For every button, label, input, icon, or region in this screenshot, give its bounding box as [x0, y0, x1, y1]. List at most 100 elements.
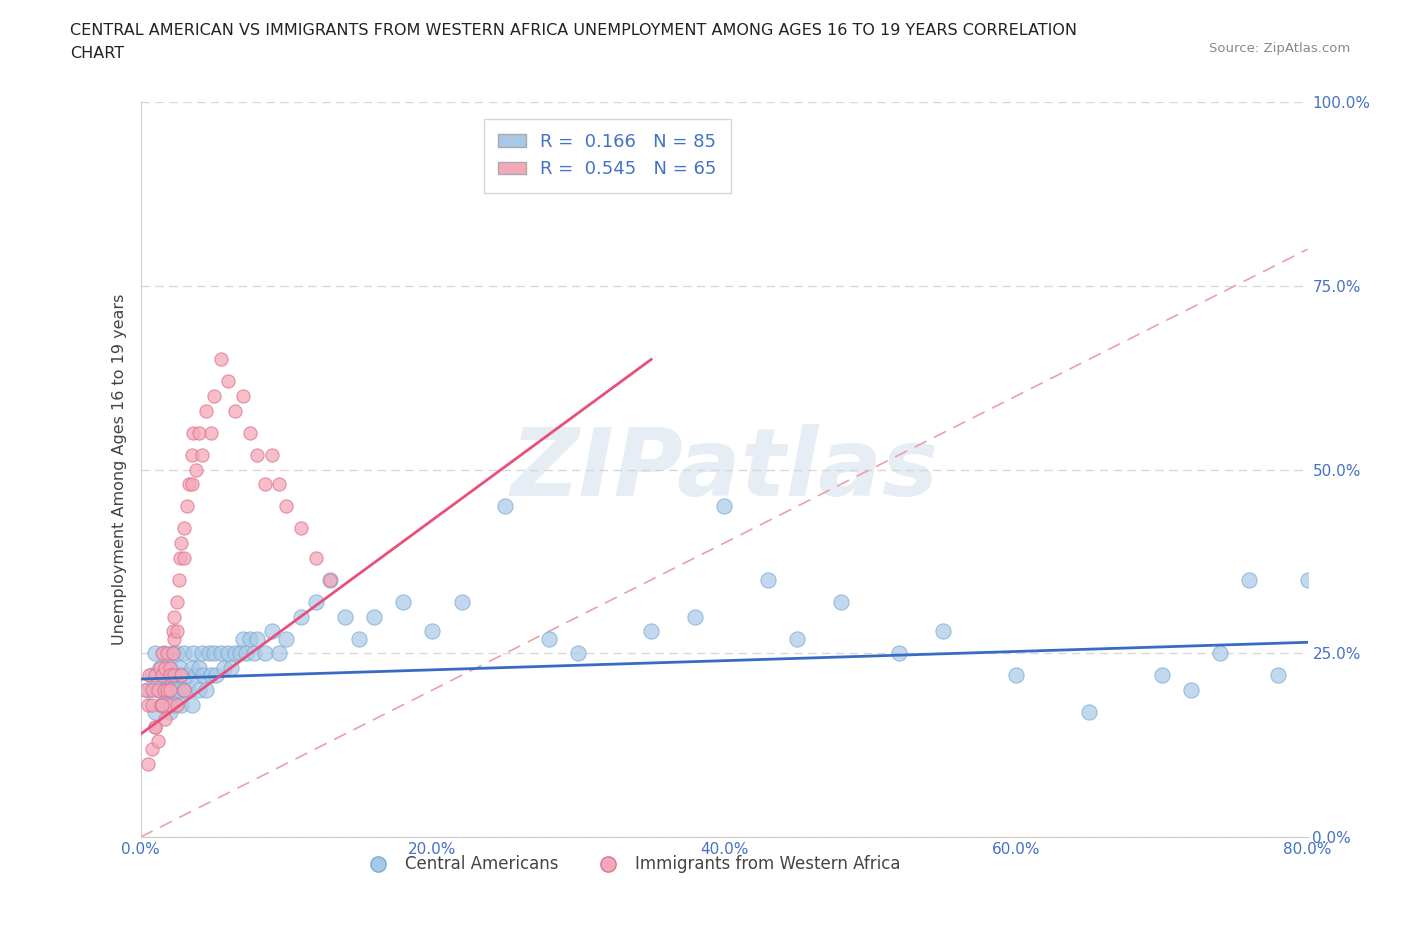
Point — [177, 477, 200, 492]
Point — [235, 646, 257, 661]
Point — [253, 646, 276, 661]
Point — [153, 646, 176, 661]
Text: Source: ZipAtlas.com: Source: ZipAtlas.com — [1209, 42, 1350, 55]
Point — [162, 624, 184, 639]
Point — [188, 683, 211, 698]
Point — [143, 646, 166, 661]
Point — [246, 631, 269, 646]
Point — [141, 698, 163, 712]
Point — [195, 683, 218, 698]
Point — [200, 426, 222, 441]
Point — [269, 477, 291, 492]
Point — [143, 720, 166, 735]
Point — [146, 683, 169, 698]
Point — [1150, 668, 1173, 683]
Point — [889, 646, 911, 661]
Point — [422, 624, 444, 639]
Point — [155, 712, 177, 727]
Point — [180, 447, 202, 462]
Point — [319, 573, 342, 588]
Point — [184, 668, 207, 683]
Text: ZIPatlas: ZIPatlas — [510, 424, 938, 515]
Point — [276, 498, 298, 513]
Point — [173, 521, 195, 536]
Point — [156, 683, 179, 698]
Point — [305, 551, 328, 565]
Point — [176, 668, 198, 683]
Point — [246, 447, 269, 462]
Point — [205, 668, 228, 683]
Point — [143, 668, 166, 683]
Point — [200, 668, 222, 683]
Point — [162, 646, 184, 661]
Point — [169, 551, 191, 565]
Point — [146, 734, 169, 749]
Point — [756, 573, 779, 588]
Text: CENTRAL AMERICAN VS IMMIGRANTS FROM WESTERN AFRICA UNEMPLOYMENT AMONG AGES 16 TO: CENTRAL AMERICAN VS IMMIGRANTS FROM WEST… — [70, 23, 1077, 38]
Point — [148, 660, 170, 675]
Point — [176, 498, 198, 513]
Point — [305, 594, 328, 609]
Point — [1267, 668, 1289, 683]
Point — [148, 660, 170, 675]
Point — [134, 683, 156, 698]
Point — [159, 705, 181, 720]
Point — [163, 631, 186, 646]
Point — [209, 646, 232, 661]
Point — [162, 646, 184, 661]
Point — [170, 536, 193, 551]
Point — [156, 646, 179, 661]
Point — [173, 683, 195, 698]
Point — [239, 426, 262, 441]
Point — [188, 660, 211, 675]
Point — [195, 404, 218, 418]
Point — [232, 389, 254, 404]
Point — [713, 498, 735, 513]
Point — [159, 668, 181, 683]
Point — [153, 683, 176, 698]
Point — [202, 646, 225, 661]
Point — [173, 683, 195, 698]
Point — [253, 477, 276, 492]
Point — [166, 668, 188, 683]
Text: CHART: CHART — [70, 46, 124, 61]
Point — [363, 609, 385, 624]
Point — [494, 498, 516, 513]
Point — [170, 698, 193, 712]
Point — [1180, 683, 1202, 698]
Point — [202, 389, 225, 404]
Point — [319, 573, 342, 588]
Point — [217, 374, 239, 389]
Point — [143, 720, 166, 735]
Point — [349, 631, 371, 646]
Point — [162, 668, 184, 683]
Point — [166, 624, 188, 639]
Point — [166, 698, 188, 712]
Point — [136, 683, 159, 698]
Point — [169, 660, 191, 675]
Point — [159, 683, 181, 698]
Point — [830, 594, 852, 609]
Point — [932, 624, 955, 639]
Point — [229, 646, 252, 661]
Point — [333, 609, 356, 624]
Point — [180, 660, 202, 675]
Point — [239, 631, 262, 646]
Point — [198, 646, 221, 661]
Point — [260, 624, 283, 639]
Point — [150, 698, 173, 712]
Point — [159, 698, 181, 712]
Point — [1209, 646, 1232, 661]
Point — [538, 631, 561, 646]
Point — [191, 646, 214, 661]
Point — [155, 683, 177, 698]
Point — [180, 477, 202, 492]
Point — [1239, 573, 1261, 588]
Point — [243, 646, 266, 661]
Point — [567, 646, 589, 661]
Point — [786, 631, 808, 646]
Point — [166, 646, 188, 661]
Point — [152, 668, 174, 683]
Point — [173, 551, 195, 565]
Point — [163, 683, 186, 698]
